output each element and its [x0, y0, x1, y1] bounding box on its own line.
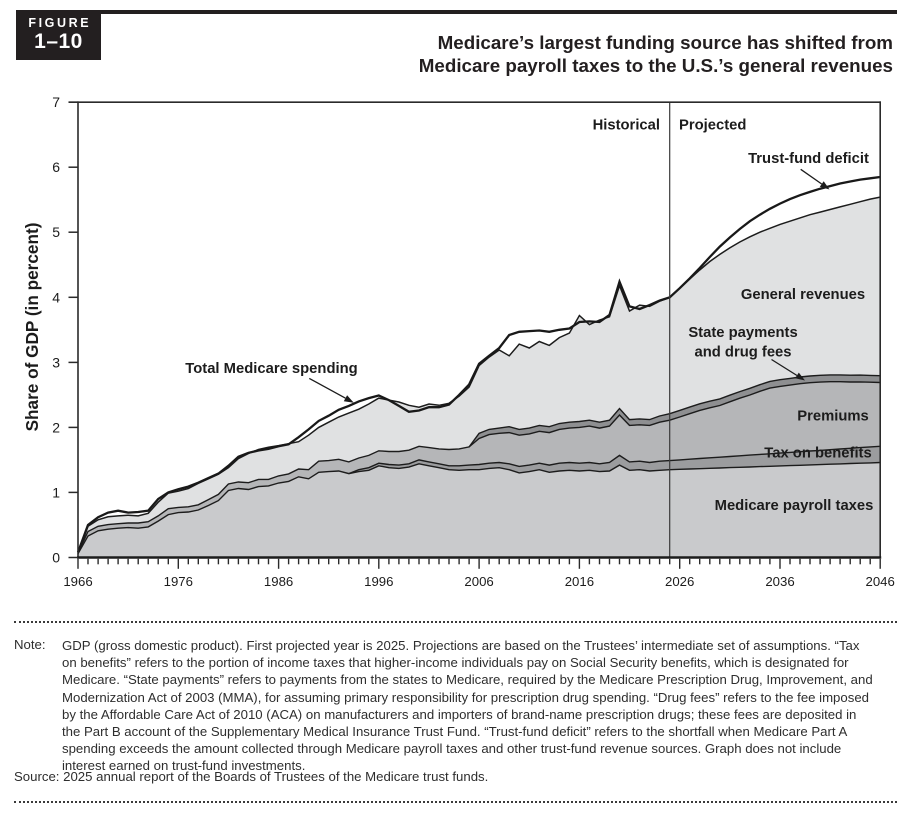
svg-text:Medicare payroll taxes: Medicare payroll taxes	[715, 498, 874, 514]
svg-text:2016: 2016	[565, 574, 594, 589]
svg-text:1966: 1966	[63, 574, 92, 589]
svg-text:Projected: Projected	[679, 118, 746, 134]
svg-text:1996: 1996	[364, 574, 393, 589]
svg-text:0: 0	[52, 550, 60, 566]
svg-text:1: 1	[52, 484, 60, 500]
svg-text:3: 3	[52, 354, 60, 370]
svg-text:2026: 2026	[665, 574, 694, 589]
svg-text:5: 5	[52, 224, 60, 240]
svg-text:6: 6	[52, 159, 60, 175]
svg-text:and drug fees: and drug fees	[694, 345, 791, 361]
svg-text:Trust-fund deficit: Trust-fund deficit	[748, 151, 869, 167]
svg-text:Total Medicare spending: Total Medicare spending	[185, 361, 357, 377]
svg-text:1986: 1986	[264, 574, 293, 589]
svg-text:2006: 2006	[464, 574, 493, 589]
svg-text:Historical: Historical	[593, 118, 660, 134]
svg-text:1976: 1976	[164, 574, 193, 589]
svg-text:Share of GDP (in percent): Share of GDP (in percent)	[22, 223, 42, 432]
svg-text:7: 7	[52, 94, 60, 110]
svg-text:2046: 2046	[866, 574, 895, 589]
svg-text:General revenues: General revenues	[741, 287, 865, 303]
svg-text:State payments: State payments	[688, 325, 797, 341]
svg-text:2: 2	[52, 419, 60, 435]
svg-text:Tax on benefits: Tax on benefits	[764, 446, 871, 462]
svg-text:4: 4	[52, 289, 60, 305]
svg-text:Premiums: Premiums	[797, 409, 869, 425]
svg-text:2036: 2036	[765, 574, 794, 589]
